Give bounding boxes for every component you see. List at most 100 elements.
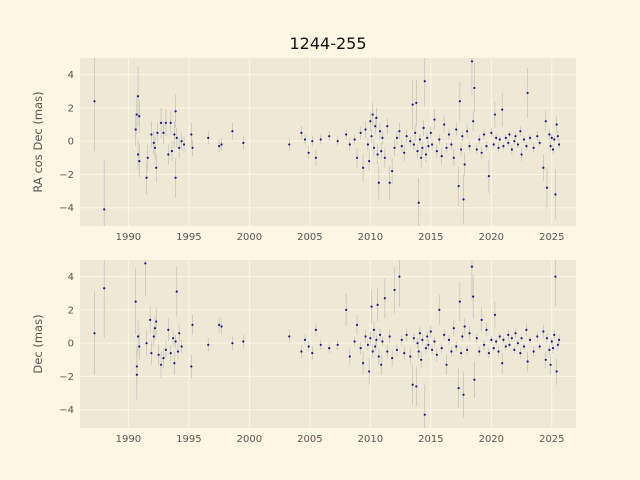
- data-point: [314, 156, 318, 159]
- data-point: [536, 335, 539, 338]
- y-tick-label: −2: [59, 170, 74, 181]
- data-point: [172, 337, 175, 340]
- x-tick-label: 2025: [539, 434, 564, 445]
- data-point: [551, 347, 555, 350]
- data-point: [391, 357, 394, 360]
- data-point: [520, 153, 523, 156]
- data-point: [417, 201, 420, 204]
- data-point: [174, 176, 177, 179]
- data-point: [450, 143, 453, 146]
- data-point: [378, 333, 382, 336]
- data-point: [174, 340, 177, 343]
- y-tick-label: −2: [59, 372, 74, 383]
- x-tick-label: 1990: [116, 232, 141, 243]
- data-point: [502, 145, 505, 148]
- data-point: [162, 131, 165, 134]
- data-point: [164, 121, 167, 124]
- data-point: [409, 140, 412, 143]
- data-point: [459, 148, 463, 151]
- data-point: [423, 80, 426, 83]
- y-tick-label: 2: [68, 305, 74, 316]
- data-point: [526, 360, 529, 363]
- data-point: [376, 303, 379, 307]
- data-point: [328, 135, 331, 138]
- data-point: [371, 113, 374, 116]
- data-point: [374, 125, 377, 128]
- data-point: [417, 350, 420, 353]
- data-point: [178, 146, 181, 149]
- data-point: [528, 136, 532, 139]
- data-point: [426, 136, 429, 139]
- data-point: [144, 262, 147, 265]
- data-point: [376, 153, 379, 156]
- data-point: [174, 110, 177, 113]
- data-point: [319, 138, 322, 141]
- data-point: [414, 131, 417, 134]
- panel-ra: 1990 1995 2000 2005 2010 2015 2020 2025 −4 −2 0 2 4: [59, 58, 576, 243]
- data-point: [416, 150, 419, 153]
- data-point: [472, 295, 475, 298]
- data-point: [490, 338, 493, 341]
- data-point: [134, 128, 137, 131]
- data-point: [157, 353, 160, 356]
- data-point: [153, 146, 157, 149]
- data-point: [416, 342, 419, 345]
- data-point: [497, 146, 500, 149]
- y-tick-label: 2: [68, 103, 74, 114]
- data-point: [525, 328, 528, 331]
- data-point: [508, 133, 511, 136]
- data-point: [169, 352, 172, 355]
- data-point: [495, 340, 498, 343]
- data-point: [348, 143, 351, 146]
- data-point: [526, 91, 529, 95]
- data-point: [145, 342, 148, 345]
- data-point: [516, 342, 520, 345]
- data-point: [430, 348, 434, 351]
- data-point: [403, 151, 406, 154]
- x-tick-label: 2000: [237, 434, 262, 445]
- data-point: [466, 348, 469, 351]
- data-point: [520, 337, 523, 340]
- data-point: [159, 121, 163, 124]
- ylabel-dec: Dec (mas): [31, 314, 45, 373]
- data-point: [468, 145, 471, 148]
- data-point: [149, 318, 152, 321]
- data-point: [231, 342, 234, 345]
- y-tick-label: −4: [59, 203, 74, 214]
- data-point: [361, 362, 365, 365]
- data-point: [218, 323, 221, 326]
- data-point: [395, 348, 399, 351]
- y-tick-label: −4: [59, 405, 74, 416]
- data-point: [424, 153, 428, 156]
- data-point: [493, 113, 497, 116]
- data-point: [466, 130, 469, 133]
- data-point: [336, 343, 339, 346]
- data-point: [300, 131, 303, 134]
- data-point: [426, 335, 429, 338]
- data-point: [443, 333, 446, 336]
- data-point: [405, 135, 408, 138]
- data-point: [162, 357, 165, 360]
- data-point: [393, 146, 396, 149]
- data-point: [152, 335, 155, 338]
- data-point: [551, 148, 555, 151]
- data-point: [545, 337, 549, 340]
- data-point: [136, 95, 140, 98]
- data-point: [398, 275, 401, 278]
- data-point: [307, 345, 310, 348]
- data-point: [457, 184, 460, 188]
- data-point: [135, 113, 138, 116]
- data-point: [463, 163, 466, 166]
- data-point: [554, 193, 557, 196]
- data-point: [461, 335, 464, 338]
- data-point: [371, 350, 374, 353]
- data-point: [314, 328, 318, 331]
- data-point: [549, 145, 552, 148]
- data-point: [155, 320, 158, 323]
- data-point: [504, 136, 507, 139]
- data-point: [364, 335, 367, 338]
- data-point: [433, 340, 436, 343]
- data-point: [424, 347, 428, 350]
- data-point: [556, 343, 559, 346]
